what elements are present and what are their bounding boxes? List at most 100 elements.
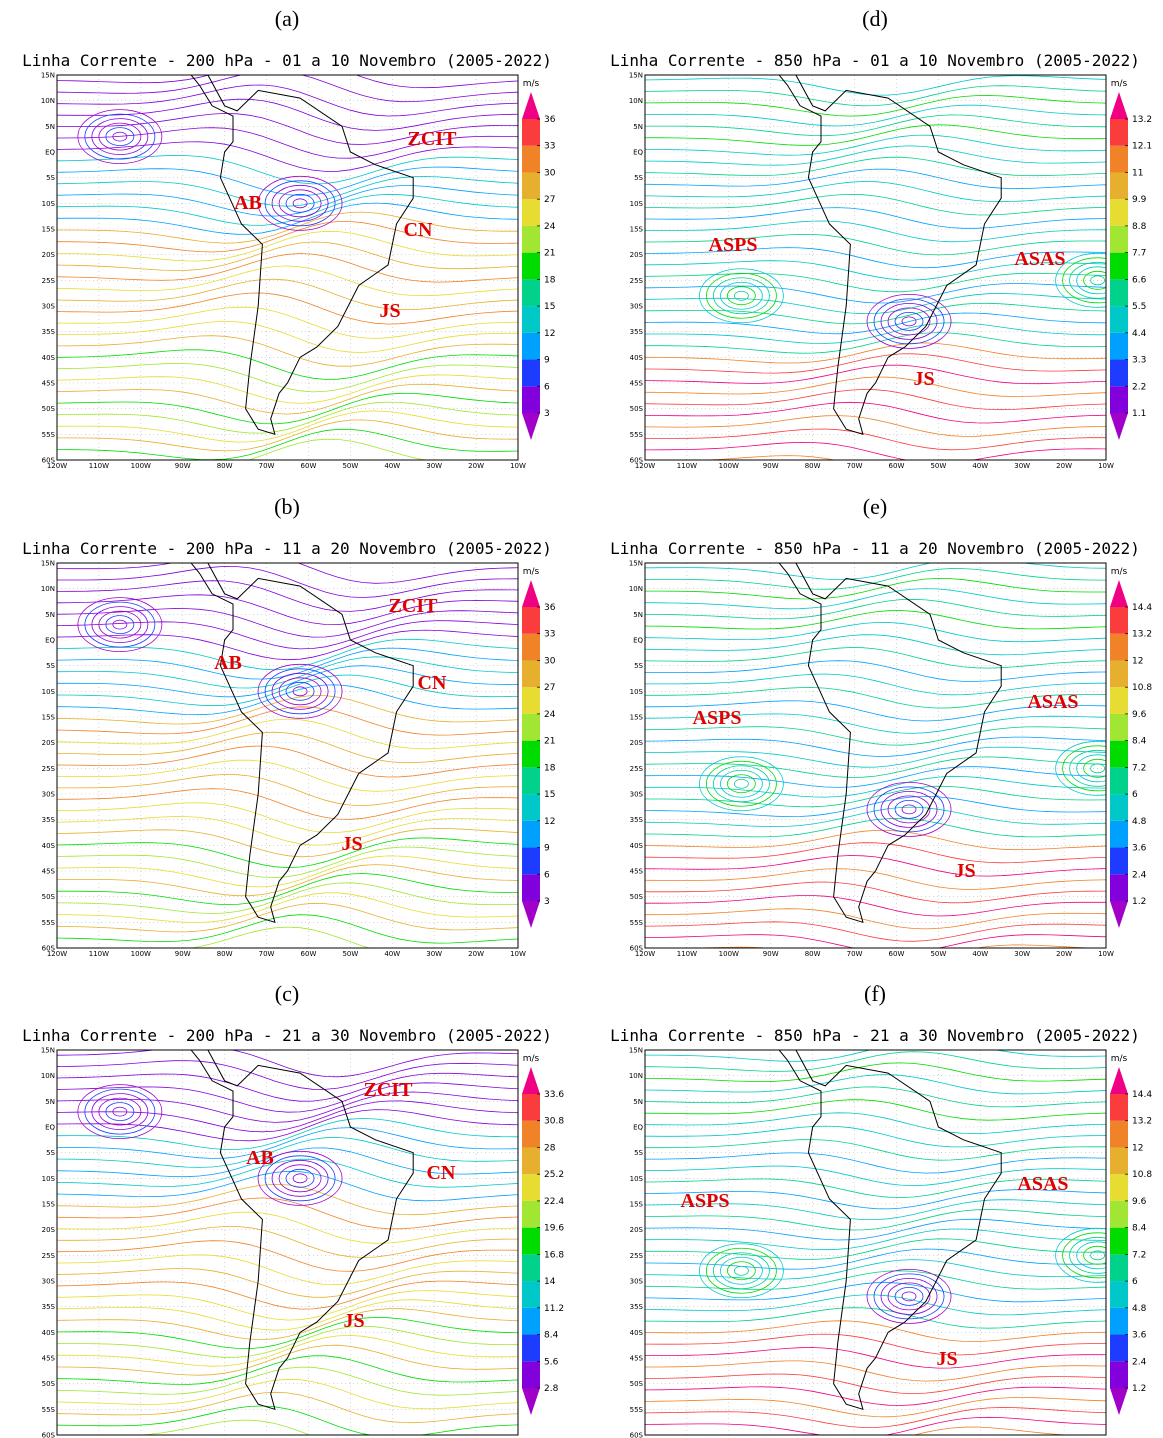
lat-label: 10N — [41, 1072, 55, 1080]
lat-label: 25S — [630, 765, 644, 773]
colorbar-segment — [1110, 660, 1128, 688]
colorbar-tick-label: 7.7 — [1132, 249, 1146, 259]
colorbar-segment — [1110, 279, 1128, 307]
streamline — [57, 914, 518, 944]
panel: (e) Linha Corrente - 850 hPa - 11 a 20 No… — [610, 494, 1152, 958]
streamline — [57, 759, 518, 792]
colorbar-tick-label: 18 — [544, 275, 556, 285]
colorbar-tick-label: 33 — [544, 142, 555, 152]
vortex-streamline — [1083, 270, 1106, 290]
vortex-streamline — [105, 615, 135, 635]
vortex-streamline — [257, 1150, 343, 1206]
streamline — [645, 775, 1106, 798]
colorbar-segment — [522, 1200, 540, 1228]
colorbar-segment — [522, 1227, 540, 1255]
colorbar-segment — [522, 386, 540, 413]
lon-label: 30W — [426, 950, 442, 958]
colorbar-segment — [1110, 1147, 1128, 1175]
streamline — [645, 1199, 1106, 1220]
lat-label: 40S — [42, 354, 56, 362]
colorbar-segment — [522, 145, 540, 173]
annotation: CN — [427, 1162, 456, 1184]
lat-label: 5S — [46, 174, 55, 182]
streamline — [57, 608, 518, 638]
colorbar-unit: m/s — [523, 1054, 540, 1064]
lat-label: 10N — [41, 97, 55, 105]
lat-label: 25S — [42, 1252, 56, 1260]
colorbar-segment — [1110, 359, 1128, 387]
colorbar-end — [1110, 580, 1128, 607]
colorbar-tick-label: 24 — [544, 710, 556, 720]
colorbar-segment — [522, 820, 540, 848]
lat-label: 5N — [45, 611, 55, 619]
panel: (c) Linha Corrente - 200 hPa - 21 a 30 No… — [22, 981, 564, 1438]
vortex-streamline — [112, 619, 128, 630]
lon-label: 90W — [175, 950, 191, 958]
map-background — [57, 1050, 518, 1435]
lon-label: 10W — [510, 462, 526, 470]
lon-label: 30W — [1014, 950, 1030, 958]
lat-label: 50S — [42, 1380, 56, 1388]
colorbar-segment — [522, 332, 540, 360]
colorbar-tick-label: 4.8 — [1132, 1304, 1147, 1314]
streamline — [645, 1165, 1106, 1187]
lat-label: 10S — [630, 200, 644, 208]
vortex-streamline — [1069, 261, 1106, 299]
lat-label: 25S — [630, 277, 644, 285]
streamline — [57, 278, 518, 311]
vortex-streamline — [292, 1173, 308, 1184]
panel: (a) Linha Corrente - 200 hPa - 01 a 10 No… — [22, 6, 556, 470]
streamline — [645, 1282, 1106, 1303]
vortex-streamline — [271, 1159, 329, 1197]
streamline — [57, 193, 518, 226]
colorbar-tick-label: 11.2 — [544, 1304, 564, 1314]
panel: (b) Linha Corrente - 200 hPa - 11 a 20 No… — [22, 494, 556, 958]
lat-label: 5N — [633, 123, 643, 131]
colorbar-end — [522, 92, 540, 119]
panel-title: Linha Corrente - 200 hPa - 21 a 30 Novem… — [22, 1026, 552, 1045]
lat-label: EQ — [633, 637, 643, 645]
colorbar-tick-label: 12 — [1132, 1143, 1143, 1153]
vortex-streamline — [873, 1273, 945, 1320]
vortex-streamline — [726, 774, 756, 794]
lon-label: 120W — [635, 950, 655, 958]
streamline — [57, 374, 518, 404]
map-content — [57, 563, 518, 948]
streamline — [645, 247, 1106, 269]
lat-label: 15N — [41, 560, 55, 568]
streamline — [57, 674, 518, 707]
colorbar-tick-label: 1.2 — [1132, 897, 1146, 907]
streamline — [57, 1268, 518, 1298]
colorbar-segment — [522, 172, 540, 200]
streamline — [645, 829, 1106, 851]
lat-label: 35S — [630, 816, 644, 824]
lat-label: 40S — [42, 1329, 56, 1337]
vortex-streamline — [705, 760, 777, 807]
streamline — [57, 647, 518, 680]
colorbar-tick-label: 13.2 — [1132, 1117, 1152, 1127]
colorbar-segment — [522, 359, 540, 387]
colorbar-segment — [522, 1361, 540, 1388]
annotation: ZCIT — [408, 128, 458, 150]
colorbar-tick-label: 3.6 — [1132, 1331, 1147, 1341]
lat-label: 35S — [630, 328, 644, 336]
streamline — [57, 1072, 518, 1102]
streamline — [645, 75, 1106, 96]
lat-label: 55S — [42, 1406, 56, 1414]
colorbar-segment — [1110, 172, 1128, 200]
streamline — [57, 241, 518, 271]
colorbar-tick-label: 2.4 — [1132, 1357, 1147, 1367]
streamline — [57, 594, 518, 626]
lon-label: 100W — [719, 950, 739, 958]
vortex-streamline — [98, 610, 142, 639]
lon-label: 80W — [217, 462, 233, 470]
lon-label: 10W — [1098, 462, 1114, 470]
lat-label: 35S — [42, 328, 56, 336]
lon-label: 80W — [217, 950, 233, 958]
map-content — [57, 1050, 518, 1435]
streamline — [57, 816, 518, 846]
map-frame — [644, 74, 1107, 461]
colorbar-end — [522, 1388, 540, 1415]
lon-label: 110W — [677, 462, 697, 470]
streamline — [645, 302, 1106, 325]
